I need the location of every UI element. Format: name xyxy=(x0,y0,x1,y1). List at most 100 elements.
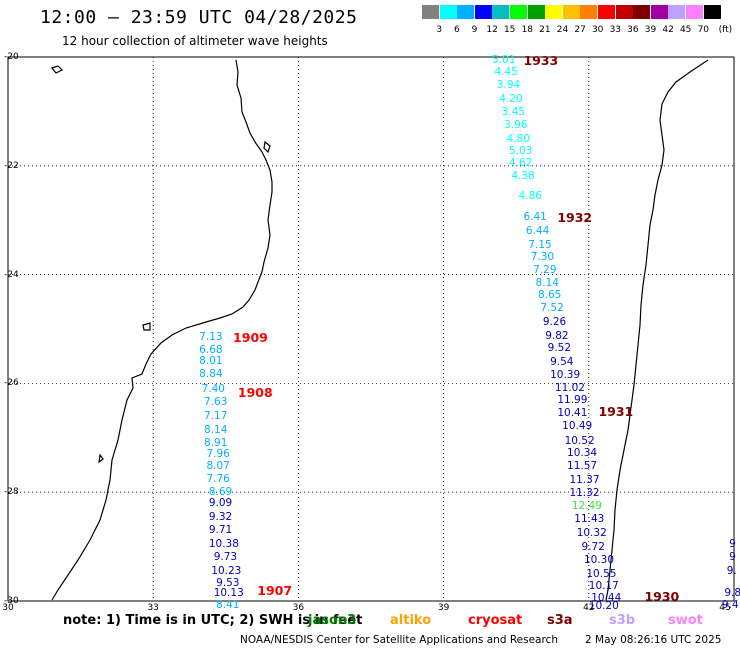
swh-value: 11.02 xyxy=(554,381,585,394)
swh-value: 11.32 xyxy=(569,487,600,500)
island-3 xyxy=(142,322,151,331)
color-scale-unit: (ft) xyxy=(718,25,733,35)
swh-value: 3.96 xyxy=(504,119,528,131)
swh-value: 4.80 xyxy=(506,132,530,145)
swh-value: 9.73 xyxy=(213,551,238,564)
color-scale-tick: 3 xyxy=(436,25,443,35)
color-scale-tick: 21 xyxy=(539,25,551,35)
swh-value: 9 xyxy=(729,551,736,564)
swh-value: 9 xyxy=(729,537,736,550)
swh-value: 8.07 xyxy=(206,460,230,473)
swh-value: 8.41 xyxy=(216,598,240,611)
credit-line: NOAA/NESDIS Center for Satellite Applica… xyxy=(240,634,558,646)
lon-tick-label: 30 xyxy=(2,603,14,613)
swh-value: 10.44 xyxy=(591,592,622,605)
africa-coastline xyxy=(51,59,273,601)
swh-value: 4.20 xyxy=(499,93,523,106)
color-scale-swatch xyxy=(650,5,668,19)
color-scale-swatch xyxy=(422,5,439,19)
swh-value: 7.15 xyxy=(528,238,552,251)
color-scale-tick: 70 xyxy=(697,25,710,35)
coastline xyxy=(50,59,709,601)
swh-value: 9.09 xyxy=(208,497,233,510)
swh-value: 9.54 xyxy=(550,355,574,368)
swh-value: 5.03 xyxy=(508,144,533,157)
swh-value: 5.01 xyxy=(492,53,516,66)
color-scale-swatch xyxy=(615,5,633,19)
swh-value: 10.41 xyxy=(557,407,588,420)
color-scale-tick: 15 xyxy=(503,25,516,35)
color-scale-tick: 33 xyxy=(609,25,622,35)
lat-tick-label: -30 xyxy=(4,596,19,606)
swh-value: 8.91 xyxy=(204,437,228,450)
swh-value: 9.4 xyxy=(721,599,739,612)
swh-value: 11.57 xyxy=(567,460,598,473)
legend-entry-swot: swot xyxy=(668,613,703,628)
swh-value: 9. xyxy=(726,565,737,578)
color-scale-swatch xyxy=(527,5,545,19)
swh-value: 9.71 xyxy=(208,524,233,537)
swh-value: 8.84 xyxy=(199,367,223,380)
swh-value: 10.49 xyxy=(562,419,593,432)
color-scale-swatch xyxy=(580,5,598,19)
legend-entry-jason3: jason3 xyxy=(308,613,357,628)
color-scale-tick: 24 xyxy=(556,25,569,35)
swh-value: 10.13 xyxy=(213,586,244,599)
swh-value: 7.30 xyxy=(530,251,555,264)
color-scale-swatch xyxy=(510,5,527,19)
swh-value: 7.29 xyxy=(533,264,557,277)
swh-value: 9.82 xyxy=(545,329,569,342)
swh-value: 11.99 xyxy=(557,393,588,406)
island-2 xyxy=(263,140,271,154)
swh-value: 7.63 xyxy=(204,396,228,409)
color-scale-swatch xyxy=(457,5,475,19)
pass-time-label: 1908 xyxy=(237,384,273,400)
swh-value: 4.62 xyxy=(508,157,533,170)
color-scale-tick: 12 xyxy=(486,25,498,35)
lon-tick-label: 39 xyxy=(437,603,450,613)
color-scale-tick: 39 xyxy=(644,25,657,35)
swh-value: 8.14 xyxy=(535,276,559,289)
legend-entry-s3b: s3b xyxy=(609,613,636,628)
map-gridlines xyxy=(7,56,735,602)
lon-tick-label: 33 xyxy=(147,603,159,613)
swh-value: 8.14 xyxy=(204,423,228,436)
lon-tick-label: 45 xyxy=(719,603,731,613)
swh-value: 4.86 xyxy=(518,189,542,202)
color-scale-swatch xyxy=(633,5,651,19)
swh-value: 8.65 xyxy=(537,289,562,302)
swh-value: 11.37 xyxy=(569,474,600,487)
color-scale-swatch xyxy=(598,5,615,19)
color-scale-swatch xyxy=(474,5,492,19)
color-scale-tick: 6 xyxy=(454,25,460,35)
color-scale-swatch xyxy=(439,5,457,19)
island-4 xyxy=(98,453,104,464)
color-scale-tick: 30 xyxy=(591,25,604,35)
legend-entry-s3a: s3a xyxy=(547,613,573,628)
island-1 xyxy=(50,65,64,74)
swh-value: 7.96 xyxy=(206,448,230,461)
legend-entry-altiko: altiko xyxy=(390,613,432,628)
swh-value: 7.52 xyxy=(540,302,564,315)
color-scale-tick: 42 xyxy=(662,25,674,35)
swh-value: 10.34 xyxy=(567,447,598,460)
swh-value: 10.23 xyxy=(211,565,242,578)
swh-value: 6.41 xyxy=(523,211,547,224)
swh-value: 11.43 xyxy=(574,513,605,526)
madagascar-coastline xyxy=(605,59,709,601)
lat-tick-label: -22 xyxy=(4,160,19,171)
swh-value: 12.49 xyxy=(571,499,602,512)
lat-tick-label: -26 xyxy=(4,378,19,389)
swh-value: 10.32 xyxy=(576,527,607,539)
color-scale-tick: 9 xyxy=(471,25,478,35)
color-scale-tick: 36 xyxy=(627,25,639,35)
color-scale-swatch xyxy=(492,5,510,19)
swh-value: 3.45 xyxy=(501,106,526,119)
swh-value: 3.94 xyxy=(496,79,521,92)
lon-tick-label: 36 xyxy=(292,603,305,613)
swh-value: 10.17 xyxy=(588,579,619,592)
swh-value: 4.45 xyxy=(494,66,518,79)
lat-tick-label: -20 xyxy=(4,52,19,62)
swh-value: 6.68 xyxy=(199,343,223,356)
swh-value: 9.53 xyxy=(216,577,240,590)
